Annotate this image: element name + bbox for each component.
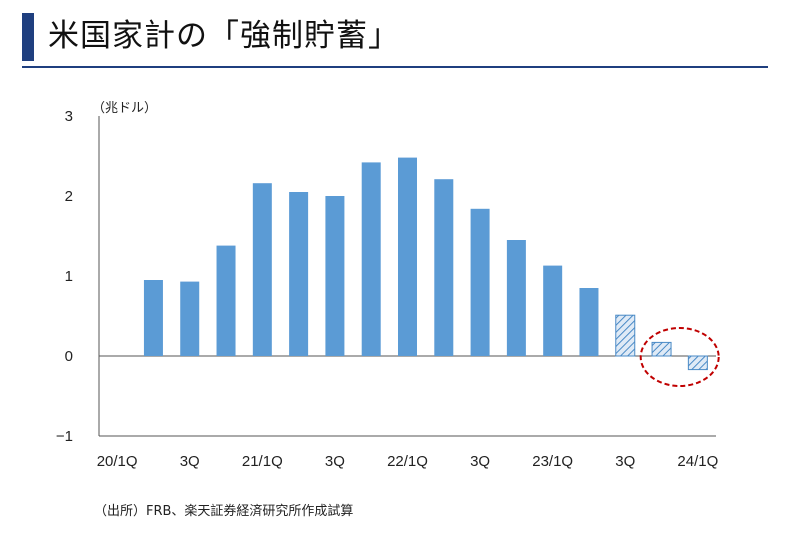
bar	[361, 162, 381, 356]
bar	[470, 208, 490, 356]
x-tick-label: 21/1Q	[242, 453, 283, 470]
bar-estimated	[615, 314, 636, 357]
page-title: 米国家計の「強制貯蓄」	[48, 18, 400, 54]
x-tick-label: 24/1Q	[677, 453, 718, 470]
bar	[252, 183, 272, 356]
x-tick-label: 23/1Q	[532, 453, 573, 470]
y-tick-label: 1	[65, 268, 73, 285]
bar-estimated	[687, 355, 708, 371]
title-accent-bar	[22, 13, 34, 61]
bar	[289, 192, 309, 356]
bar	[579, 288, 599, 356]
y-tick-label: 0	[65, 348, 73, 365]
bar-estimated	[651, 341, 672, 357]
bar	[216, 245, 236, 356]
bar	[143, 280, 163, 356]
y-tick-label: 3	[65, 108, 73, 125]
x-tick-label: 20/1Q	[97, 453, 138, 470]
bar	[434, 179, 454, 356]
bar	[325, 196, 345, 356]
source-note: （出所）FRB、楽天証券経済研究所作成試算	[94, 504, 354, 519]
x-tick-label: 3Q	[470, 453, 490, 470]
title-rule	[22, 66, 768, 68]
bar	[543, 265, 563, 356]
plot-area: −1 0 1 2 3 20/1Q 3Q 21/1Q 3Q 22/1Q 3Q 23/1Q 3Q 24/1Q	[56, 108, 720, 470]
bar	[398, 157, 417, 356]
x-tick-label: 3Q	[180, 453, 200, 470]
y-axis-unit: （兆ドル）	[92, 101, 157, 116]
x-tick-label: 3Q	[325, 453, 345, 470]
highlight-ellipse	[639, 327, 720, 387]
x-tick-label: 22/1Q	[387, 453, 428, 470]
y-tick-label: −1	[56, 428, 73, 445]
y-tick-label: 2	[65, 188, 73, 205]
bar	[506, 240, 526, 356]
bar	[180, 281, 200, 356]
x-tick-label: 3Q	[615, 453, 635, 470]
